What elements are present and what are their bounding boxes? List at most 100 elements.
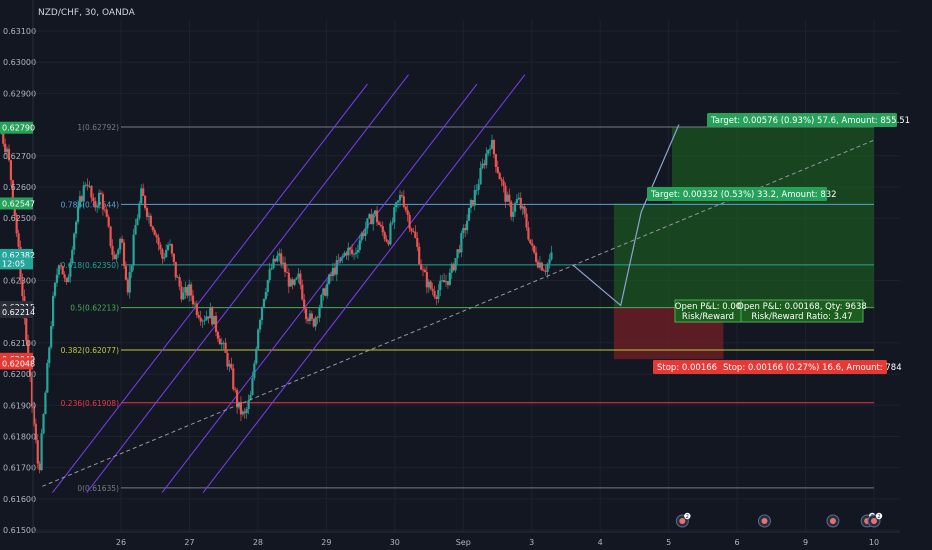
candle-body	[322, 288, 325, 295]
candle-body	[297, 273, 300, 278]
candle-body	[48, 347, 51, 363]
time-tick-label: 29	[321, 538, 331, 547]
candle-body	[483, 163, 486, 166]
candle-body	[335, 260, 338, 275]
candle-body	[374, 210, 377, 215]
candle-body	[180, 286, 183, 300]
open-pnl-long-line2: Risk/Reward Ratio: 3.47	[751, 312, 852, 322]
event-count-badge	[875, 512, 883, 520]
candle-body	[502, 180, 505, 186]
candle-body	[178, 277, 181, 287]
candle-body	[78, 196, 82, 207]
profit-zone-long	[672, 127, 874, 308]
target-label-long[interactable]: Target: 0.00576 (0.93%) 57.6, Amount: 85…	[707, 113, 910, 127]
candle-body	[193, 303, 197, 305]
candle-body	[115, 254, 118, 260]
time-axis[interactable]: 232627282930Sep3456910	[0, 531, 900, 547]
candle-body	[540, 262, 543, 271]
price-tick-label: 0.61800	[3, 432, 36, 441]
candle-body	[437, 289, 440, 299]
candle-body	[199, 317, 202, 322]
candle-body	[149, 215, 152, 227]
candle-body	[548, 259, 551, 264]
candle-body	[9, 160, 13, 181]
candle-body	[485, 153, 488, 166]
candle-body	[310, 313, 313, 319]
candle-body	[418, 246, 421, 265]
channel-lines[interactable]	[52, 74, 526, 493]
candle-body	[212, 315, 216, 325]
parallel-channel-line[interactable]	[202, 74, 526, 493]
price-axis[interactable]: 0.63100 0.63000 0.62900 0.62700 0.62600 0.625…	[0, 0, 36, 535]
candle-body	[406, 210, 409, 215]
symbol-title: NZD/CHF, 30, OANDA	[38, 8, 136, 18]
candle-body	[512, 211, 515, 217]
target-label-short[interactable]: Target: 0.00332 (0.53%) 33.2, Amount: 83…	[647, 187, 837, 201]
target-label-short-bg	[647, 187, 827, 201]
candle-body	[421, 269, 425, 271]
candle-body	[5, 148, 9, 153]
candle-body	[450, 263, 453, 273]
candle-body	[515, 199, 519, 204]
candle-body	[195, 303, 198, 316]
candle-body	[55, 274, 59, 283]
candle-body	[42, 414, 45, 434]
candle-body	[481, 163, 484, 169]
fibonacci-retracement[interactable]: 1(0.62792) 0.786(0.62544) 0.618(0.62350) 0.…	[61, 123, 874, 493]
candle-body	[257, 329, 260, 349]
candle-body	[262, 298, 266, 308]
price-tick-label: 0.62000	[3, 370, 36, 379]
candle-body	[410, 228, 413, 232]
candle-body	[134, 225, 137, 235]
candle-body	[368, 214, 371, 219]
candle-body	[425, 272, 428, 288]
candle-body	[197, 315, 200, 318]
stop-label-short[interactable]: Stop: 0.00166 (	[653, 360, 723, 374]
open-pnl-long-bg	[740, 299, 864, 323]
candle-body	[211, 307, 214, 325]
candle-body	[126, 279, 129, 293]
time-tick-label: 28	[253, 538, 263, 547]
fib-level-label: 0.382(0.62077)	[61, 346, 119, 355]
candle-body	[17, 233, 20, 247]
candle-body	[397, 200, 400, 203]
candle-body	[473, 190, 476, 206]
candle-body	[88, 185, 91, 187]
candle-body	[266, 280, 269, 293]
stop-label-short-text: Stop: 0.00166 (	[657, 363, 723, 373]
candle-body	[30, 376, 34, 407]
economic-events[interactable]: 222	[675, 512, 883, 528]
candle-body	[74, 221, 78, 234]
candle-body	[145, 208, 149, 217]
candle-body	[32, 406, 36, 424]
candle-body	[441, 280, 444, 281]
stop-label-long[interactable]: Stop: 0.00166 (0.27%) 16.6, Amount: 784	[719, 360, 902, 374]
candle-body	[161, 249, 164, 259]
position-labels[interactable]: Target: 0.00576 (0.93%) 57.6, Amount: 85…	[647, 113, 910, 374]
parallel-channel-line[interactable]	[52, 83, 368, 493]
candle-body	[433, 291, 436, 297]
candle-body	[420, 264, 423, 270]
parallel-channel-line[interactable]	[86, 74, 409, 493]
candle-body	[352, 253, 356, 255]
price-tick-label: 0.62500	[3, 214, 36, 223]
price-tag-label: 0.62048	[2, 359, 35, 368]
candle-body	[479, 168, 482, 185]
projection-path[interactable]	[572, 124, 680, 307]
open-pnl-long[interactable]: Open P&L: 0.00168, Qty: 9638Risk/Reward …	[737, 299, 867, 323]
candle-body	[324, 288, 327, 296]
candle-body	[385, 239, 388, 242]
candle-body	[107, 216, 110, 227]
fib-level-label: 1(0.62792)	[77, 123, 119, 132]
candle-body	[203, 320, 206, 322]
candle-body	[138, 203, 141, 219]
candle-body	[34, 423, 37, 441]
candle-body	[475, 189, 478, 191]
candle-body	[230, 363, 233, 369]
parallel-channel-line[interactable]	[161, 83, 478, 493]
candle-body	[38, 463, 41, 471]
candle-body	[546, 263, 549, 272]
candle-body	[358, 240, 361, 250]
